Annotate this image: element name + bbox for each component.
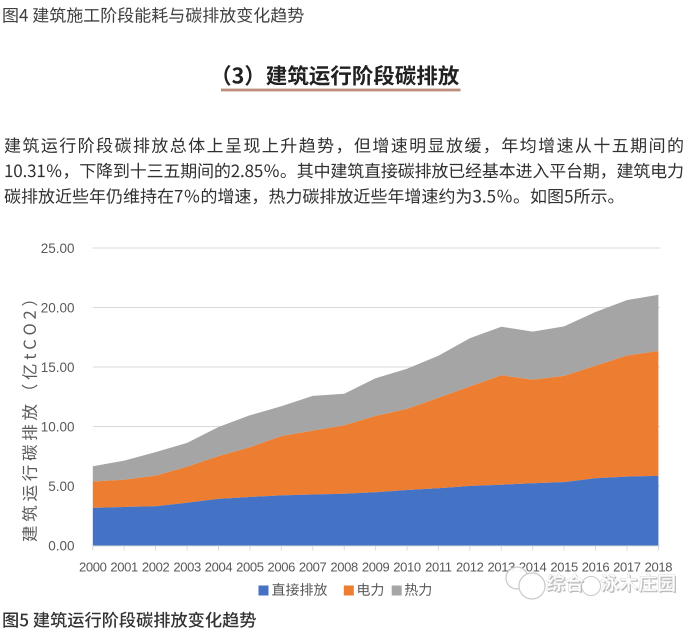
svg-text:2009: 2009: [362, 560, 390, 575]
svg-text:2008: 2008: [330, 560, 358, 575]
svg-text:25.00: 25.00: [41, 241, 75, 256]
svg-text:2001: 2001: [110, 560, 138, 575]
svg-text:0.00: 0.00: [48, 538, 74, 553]
svg-text:5.00: 5.00: [48, 479, 74, 494]
svg-text:2017: 2017: [613, 560, 641, 575]
svg-text:2007: 2007: [299, 560, 327, 575]
svg-text:2002: 2002: [142, 560, 170, 575]
svg-text:2000: 2000: [79, 560, 107, 575]
svg-text:2010: 2010: [393, 560, 421, 575]
svg-text:2018: 2018: [645, 560, 673, 575]
svg-text:2003: 2003: [173, 560, 201, 575]
svg-text:2016: 2016: [582, 560, 610, 575]
svg-text:2015: 2015: [550, 560, 578, 575]
svg-text:2005: 2005: [236, 560, 264, 575]
svg-text:2011: 2011: [425, 560, 452, 575]
svg-text:15.00: 15.00: [41, 360, 75, 375]
svg-text:10.00: 10.00: [41, 419, 75, 434]
svg-text:2012: 2012: [456, 560, 484, 575]
svg-text:2006: 2006: [268, 560, 296, 575]
svg-text:2004: 2004: [205, 560, 233, 575]
svg-text:20.00: 20.00: [41, 300, 75, 315]
